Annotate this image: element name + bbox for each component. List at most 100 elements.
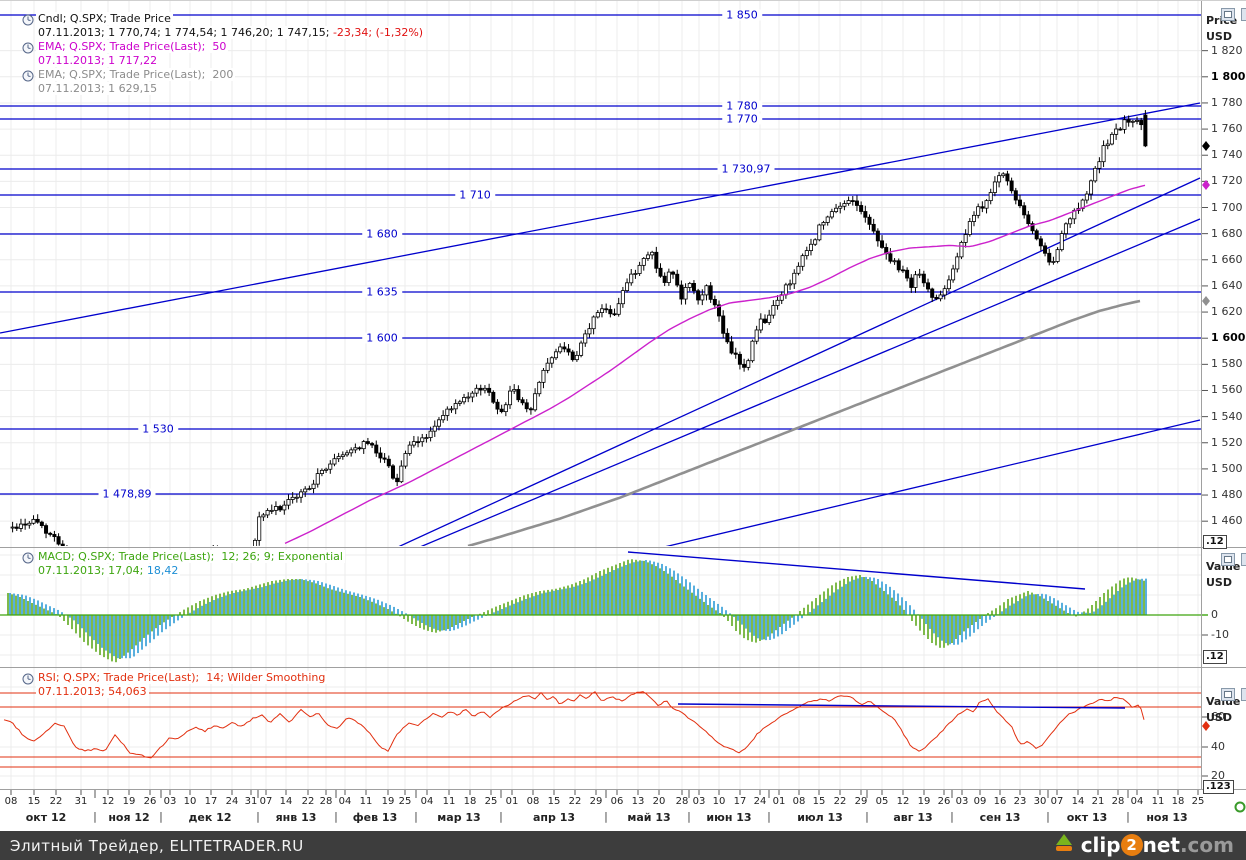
candle-down bbox=[662, 275, 667, 283]
date-day-label: 15 bbox=[547, 796, 561, 807]
candle-down bbox=[395, 477, 400, 483]
restore-window-icon-rsi[interactable] bbox=[1221, 688, 1235, 701]
candle-up bbox=[470, 392, 475, 398]
date-day-label: 03 bbox=[163, 796, 177, 807]
rsi-axis-tick-label: 40 bbox=[1211, 740, 1225, 753]
legend-text: 07.11.2013; 1 717,22 bbox=[38, 54, 158, 67]
date-day-label: 17 bbox=[204, 796, 218, 807]
candle-up bbox=[767, 314, 772, 323]
month-separator: | bbox=[767, 810, 771, 823]
candle-down bbox=[867, 216, 872, 225]
date-day-label: 13 bbox=[631, 796, 645, 807]
candle-up bbox=[825, 216, 830, 223]
candle-up bbox=[512, 389, 517, 392]
candle-down bbox=[1118, 128, 1123, 131]
date-day-label: 14 bbox=[279, 796, 293, 807]
month-separator: | bbox=[414, 810, 418, 823]
candle-down bbox=[742, 363, 747, 368]
trendline bbox=[665, 419, 1201, 546]
date-day-label: 29 bbox=[854, 796, 868, 807]
rsi-line bbox=[3, 691, 1145, 759]
site-brand-text: Элитный Трейдер, ELITETRADER.RU bbox=[10, 837, 304, 855]
date-day-label: 19 bbox=[917, 796, 931, 807]
candle-up bbox=[273, 506, 278, 511]
date-day-label: 08 bbox=[792, 796, 806, 807]
date-day-label: 07 bbox=[259, 796, 273, 807]
date-month-label: янв 13 bbox=[275, 811, 317, 824]
price-level-label: 1 780 bbox=[722, 100, 762, 112]
candle-up bbox=[533, 393, 538, 411]
date-day-label: 26 bbox=[937, 796, 951, 807]
candle-up bbox=[834, 207, 839, 213]
legend-text: -23,34; (-1,32%) bbox=[332, 26, 424, 39]
candle-up bbox=[328, 463, 333, 470]
watermark-clip: clip bbox=[1080, 833, 1121, 857]
candle-down bbox=[930, 288, 935, 298]
candle-up bbox=[645, 254, 650, 259]
candle-up bbox=[449, 408, 454, 411]
candle-up bbox=[599, 308, 604, 313]
candle-up bbox=[253, 539, 258, 546]
candle-up bbox=[545, 362, 550, 371]
candle-down bbox=[905, 269, 910, 279]
candle-up bbox=[453, 403, 458, 410]
candle-up bbox=[951, 268, 956, 281]
candle-up bbox=[641, 258, 646, 266]
trendline bbox=[420, 218, 1201, 546]
candle-down bbox=[365, 441, 370, 444]
candle-up bbox=[1055, 249, 1060, 262]
candle-down bbox=[390, 465, 395, 479]
legend-text: 07.11.2013; 1 770,74; 1 774,54; 1 746,20… bbox=[38, 26, 333, 39]
candle-up bbox=[441, 415, 446, 421]
candle-up bbox=[537, 381, 542, 395]
rsi-legend-row: RSI; Q.SPX; Trade Price(Last); 14; Wilde… bbox=[36, 671, 328, 684]
candle-down bbox=[1009, 180, 1014, 192]
rsi-axis-header: Value bbox=[1206, 695, 1241, 708]
candle-up bbox=[633, 273, 638, 275]
candle-up bbox=[257, 516, 262, 541]
candle-up bbox=[286, 499, 291, 506]
candle-up bbox=[959, 241, 964, 258]
candle-up bbox=[783, 284, 788, 296]
clipped-window-icon[interactable] bbox=[1241, 8, 1246, 21]
date-month-label: дек 12 bbox=[188, 811, 232, 824]
price-level-label: 1 478,89 bbox=[98, 488, 156, 500]
date-day-label: 07 bbox=[1050, 796, 1064, 807]
price-legend-row: Cndl; Q.SPX; Trade Price bbox=[36, 12, 173, 25]
candle-down bbox=[39, 521, 44, 526]
rsi-panel bbox=[0, 691, 1201, 768]
restore-window-icon-macd[interactable] bbox=[1221, 553, 1235, 566]
date-day-label: 08 bbox=[526, 796, 540, 807]
candle-up bbox=[913, 274, 918, 288]
candle-up bbox=[620, 290, 625, 305]
candle-up bbox=[1101, 145, 1106, 163]
date-month-label: ноя 12 bbox=[108, 811, 150, 824]
candle-up bbox=[804, 250, 809, 257]
candle-up bbox=[750, 340, 755, 362]
candle-up bbox=[428, 430, 433, 438]
date-day-label: 31 bbox=[74, 796, 88, 807]
date-day-label: 19 bbox=[381, 796, 395, 807]
clipped-window-icon[interactable] bbox=[1241, 553, 1246, 566]
price-axis-tick-label: 1 600 bbox=[1211, 331, 1246, 345]
candle-up bbox=[1051, 261, 1056, 263]
price-legend-row: 07.11.2013; 1 770,74; 1 774,54; 1 746,20… bbox=[36, 26, 426, 39]
date-day-label: 31 bbox=[244, 796, 258, 807]
restore-window-icon-price[interactable] bbox=[1221, 8, 1235, 21]
price-axis-tick-label: 1 580 bbox=[1211, 357, 1243, 371]
price-axis-tick-label: 1 520 bbox=[1211, 435, 1243, 449]
candle-up bbox=[424, 437, 429, 439]
candle-down bbox=[357, 447, 362, 450]
clipped-window-icon[interactable] bbox=[1241, 688, 1246, 701]
candle-down bbox=[725, 332, 730, 343]
date-month-label: сен 13 bbox=[979, 811, 1021, 824]
candle-down bbox=[416, 441, 421, 444]
date-day-label: 28 bbox=[1111, 796, 1125, 807]
candle-up bbox=[821, 222, 826, 226]
date-day-label: 23 bbox=[1013, 796, 1027, 807]
candle-down bbox=[1026, 214, 1031, 225]
candle-up bbox=[457, 401, 462, 404]
candle-up bbox=[10, 526, 15, 529]
price-level-label: 1 635 bbox=[362, 286, 402, 298]
